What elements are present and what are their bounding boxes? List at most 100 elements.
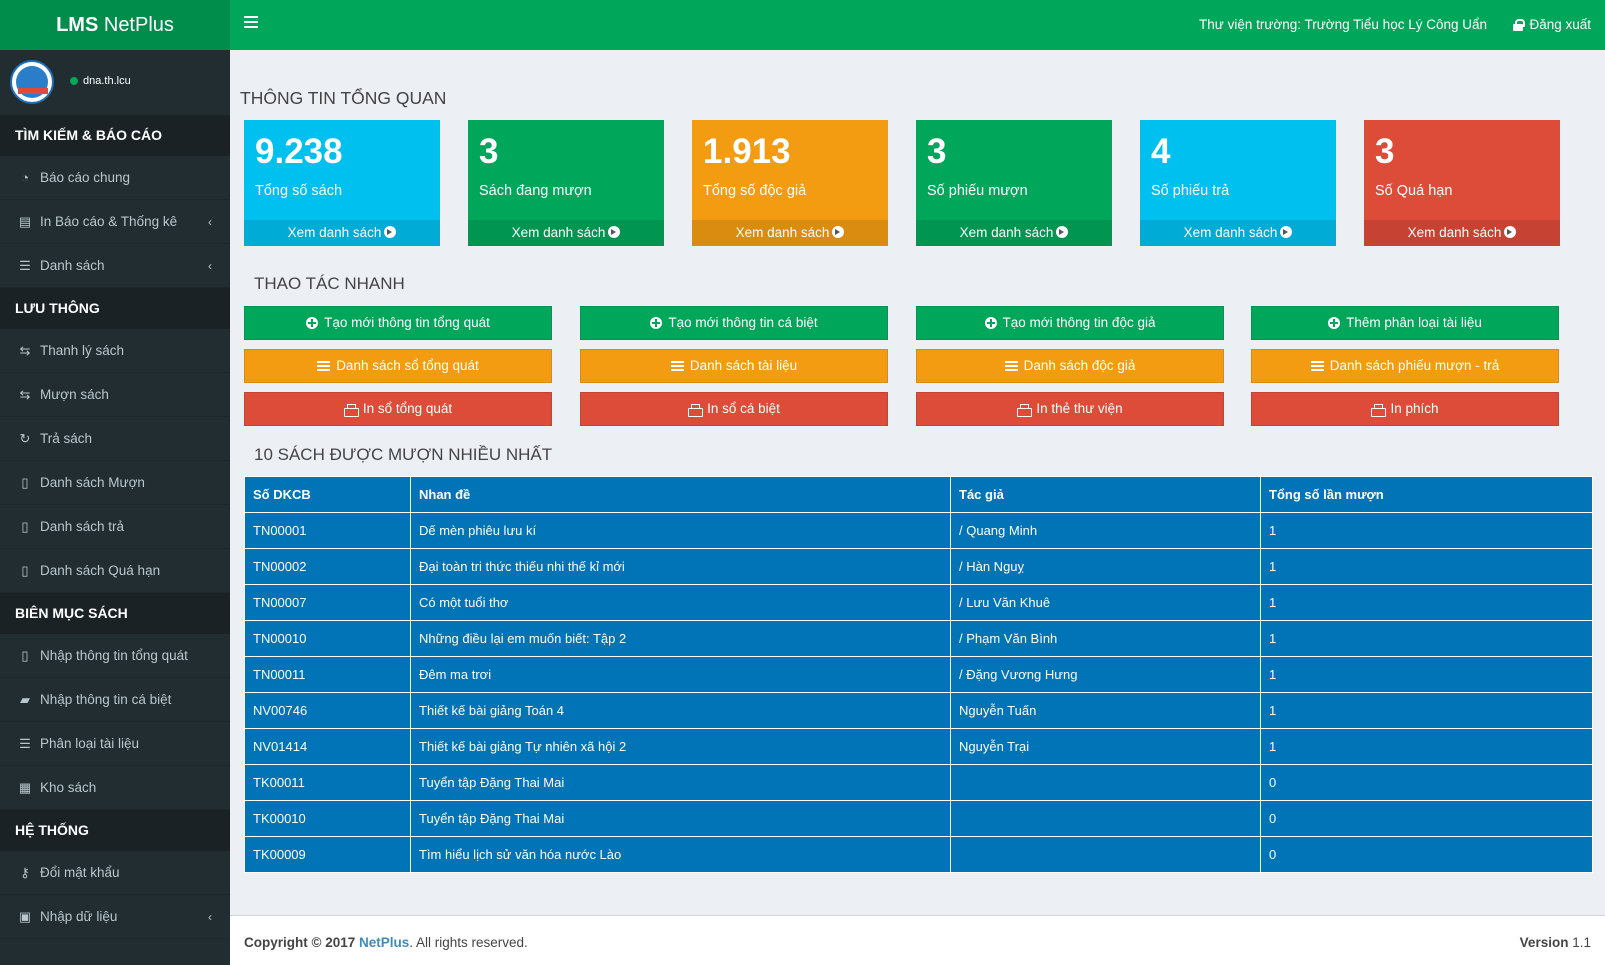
sidebar-item-overdue-list[interactable]: ▯ Danh sách Quá hạn <box>0 549 230 593</box>
sidebar-item-stock[interactable]: ▦ Kho sách <box>0 766 230 810</box>
sidebar-item-general-report[interactable]: ◔ Báo cáo chung <box>0 156 230 200</box>
cell-title: Tìm hiểu lịch sử văn hóa nước Lào <box>410 836 951 873</box>
document-icon: ▯ <box>21 562 29 578</box>
sidebar-item-classification[interactable]: ☰ Phân loại tài liệu <box>0 722 230 766</box>
cell-title: Dế mèn phiêu lưu kí <box>410 512 951 549</box>
print-library-card-button[interactable]: In thẻ thư viện <box>916 392 1224 426</box>
view-list-link[interactable]: Xem danh sách <box>244 220 440 246</box>
table-row: TK00011 Tuyển tập Đặng Thai Mai 0 <box>244 764 1593 801</box>
sidebar-item-liquidate[interactable]: ⇆ Thanh lý sách <box>0 329 230 373</box>
stat-label: Tổng số độc giả <box>703 183 807 199</box>
create-item-info-button[interactable]: Tạo mới thông tin cá biệt <box>580 306 888 340</box>
stat-box-return-slips: 4 Số phiếu trả Xem danh sách <box>1140 120 1336 246</box>
cell-title: Tuyển tập Đặng Thai Mai <box>410 800 951 837</box>
sidebar-toggle-icon[interactable] <box>244 16 258 34</box>
table-row: TN00011 Đêm ma trơi / Đặng Vương Hưng 1 <box>244 656 1593 693</box>
table-row: TN00001 Dế mèn phiêu lưu kí / Quang Minh 1 <box>244 512 1593 549</box>
view-list-link[interactable]: Xem danh sách <box>692 220 888 246</box>
arrow-circle-right-icon <box>384 226 397 238</box>
borrow-return-slip-list-button[interactable]: Danh sách phiếu mượn - trả <box>1251 349 1559 383</box>
cell-author <box>950 836 1261 873</box>
sidebar-item-lists[interactable]: ☰ Danh sách ‹ <box>0 244 230 288</box>
chevron-left-icon: ‹ <box>208 215 212 229</box>
cell-title: Thiết kế bài giảng Toán 4 <box>410 692 951 729</box>
sidebar-item-change-password[interactable]: ⚷ Đổi mật khẩu <box>0 851 230 895</box>
document-icon: ▯ <box>21 474 29 490</box>
lock-icon <box>1513 19 1526 31</box>
logout-button[interactable]: Đăng xuất <box>1513 0 1591 50</box>
stat-label: Sách đang mượn <box>479 183 592 199</box>
cell-author: / Đặng Vương Hưng <box>950 656 1261 693</box>
print-general-register-button[interactable]: In sổ tổng quát <box>244 392 552 426</box>
sidebar-item-import-data[interactable]: ▣ Nhập dữ liệu ‹ <box>0 895 230 939</box>
column-header-borrow-count: Tổng số lần mượn <box>1260 476 1593 513</box>
column-header-author: Tác giả <box>950 476 1261 513</box>
reader-list-button[interactable]: Danh sách độc giả <box>916 349 1224 383</box>
sidebar-item-item-info[interactable]: ▰ Nhập thông tin cá biệt <box>0 678 230 722</box>
document-icon: ▯ <box>21 647 29 663</box>
print-icon <box>1371 403 1387 417</box>
general-register-list-button[interactable]: Danh sách sổ tổng quát <box>244 349 552 383</box>
list-icon <box>670 360 684 372</box>
sidebar-item-return[interactable]: ↻ Trả sách <box>0 417 230 461</box>
column-header-title: Nhan đề <box>410 476 951 513</box>
arrow-circle-right-icon <box>1504 226 1517 238</box>
cell-author <box>950 764 1261 801</box>
print-icon <box>343 403 359 417</box>
top-navbar: Thư viện trường: Trường Tiểu học Lý Công… <box>230 0 1605 50</box>
table-row: TN00002 Đại toàn tri thức thiếu nhi thế k… <box>244 548 1593 585</box>
cell-count: 1 <box>1260 656 1593 693</box>
view-list-link[interactable]: Xem danh sách <box>916 220 1112 246</box>
stat-label: Số Quá hạn <box>1375 183 1453 199</box>
exchange-icon: ⇆ <box>19 342 31 358</box>
version: Version 1.1 <box>1519 935 1591 950</box>
top10-title: 10 SÁCH ĐƯỢC MƯỢN NHIỀU NHẤT <box>254 445 553 464</box>
sidebar-item-print-report[interactable]: ▤ In Báo cáo & Thống kê ‹ <box>0 200 230 244</box>
cell-code: TK00010 <box>244 800 411 837</box>
user-panel: dna.th.lcu <box>0 50 230 115</box>
create-reader-button[interactable]: Tạo mới thông tin độc giả <box>916 306 1224 340</box>
footer: Copyright © 2017 NetPlus. All rights res… <box>230 915 1605 965</box>
view-list-link[interactable]: Xem danh sách <box>1140 220 1336 246</box>
stat-box-borrow-slips: 3 Số phiếu mượn Xem danh sách <box>916 120 1112 246</box>
print-catalog-card-button[interactable]: In phích <box>1251 392 1559 426</box>
cell-code: TN00001 <box>244 512 411 549</box>
stat-label: Số phiếu mượn <box>927 183 1028 199</box>
sidebar-item-borrow[interactable]: ⇆ Mượn sách <box>0 373 230 417</box>
list-icon <box>1310 360 1324 372</box>
print-item-register-button[interactable]: In sổ cá biệt <box>580 392 888 426</box>
stat-box-borrowed-books: 3 Sách đang mượn Xem danh sách <box>468 120 664 246</box>
section-circulation: LƯU THÔNG <box>0 288 230 329</box>
app-logo[interactable]: LMS NetPlus <box>0 0 230 50</box>
create-general-info-button[interactable]: Tạo mới thông tin tổng quát <box>244 306 552 340</box>
print-icon <box>1017 403 1033 417</box>
table-row: TK00010 Tuyển tập Đặng Thai Mai 0 <box>244 800 1593 837</box>
cell-title: Những điều lại em muốn biết: Tập 2 <box>410 620 951 657</box>
view-list-link[interactable]: Xem danh sách <box>468 220 664 246</box>
add-classification-button[interactable]: Thêm phân loại tài liệu <box>1251 306 1559 340</box>
plus-circle-icon <box>306 317 319 329</box>
document-list-button[interactable]: Danh sách tài liệu <box>580 349 888 383</box>
list-icon <box>317 360 331 372</box>
brand-link[interactable]: NetPlus <box>358 935 410 950</box>
avatar <box>10 60 54 104</box>
book-icon: ▰ <box>20 691 30 707</box>
section-cataloging: BIÊN MỤC SÁCH <box>0 593 230 634</box>
exchange-icon: ⇆ <box>19 386 31 402</box>
arrow-circle-right-icon <box>1056 226 1069 238</box>
cell-title: Thiết kế bài giảng Tự nhiên xã hội 2 <box>410 728 951 765</box>
sidebar-item-return-list[interactable]: ▯ Danh sách trả <box>0 505 230 549</box>
cell-author <box>950 800 1261 837</box>
view-list-link[interactable]: Xem danh sách <box>1364 220 1560 246</box>
plus-circle-icon <box>1328 317 1341 329</box>
section-system: HỆ THỐNG <box>0 810 230 851</box>
plus-circle-icon <box>650 317 663 329</box>
sidebar-item-general-info[interactable]: ▯ Nhập thông tin tổng quát <box>0 634 230 678</box>
cell-count: 0 <box>1260 764 1593 801</box>
stat-value: 4 <box>1151 132 1171 171</box>
library-name: Thư viện trường: Trường Tiểu học Lý Công… <box>1199 17 1487 32</box>
sidebar-item-borrow-list[interactable]: ▯ Danh sách Mượn <box>0 461 230 505</box>
quick-actions-title: THAO TÁC NHANH <box>254 274 405 293</box>
cell-count: 0 <box>1260 836 1593 873</box>
cell-code: NV01414 <box>244 728 411 765</box>
